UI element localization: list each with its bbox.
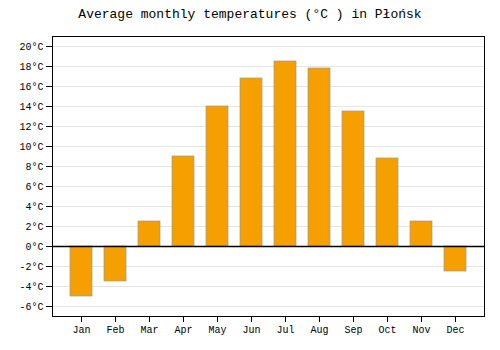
svg-text:Oct: Oct [378,325,396,336]
svg-text:Jun: Jun [242,325,260,336]
svg-text:Dec: Dec [446,325,464,336]
svg-text:Aug: Aug [310,325,328,336]
svg-text:18°C: 18°C [19,62,43,73]
svg-text:10°C: 10°C [19,142,43,153]
svg-text:8°C: 8°C [25,162,43,173]
svg-text:-4°C: -4°C [19,282,43,293]
svg-text:2°C: 2°C [25,222,43,233]
svg-text:-2°C: -2°C [19,262,43,273]
svg-text:Jul: Jul [276,325,294,336]
svg-text:May: May [208,325,226,336]
svg-text:Nov: Nov [412,325,430,336]
svg-text:Feb: Feb [106,325,124,336]
svg-text:Apr: Apr [174,325,192,336]
svg-text:Jan: Jan [72,325,90,336]
svg-text:4°C: 4°C [25,202,43,213]
svg-text:Sep: Sep [344,325,362,336]
svg-text:20°C: 20°C [19,42,43,53]
svg-text:16°C: 16°C [19,82,43,93]
svg-text:14°C: 14°C [19,102,43,113]
svg-text:-6°C: -6°C [19,302,43,313]
svg-text:0°C: 0°C [25,242,43,253]
svg-text:6°C: 6°C [25,182,43,193]
svg-text:Mar: Mar [140,325,158,336]
svg-text:12°C: 12°C [19,122,43,133]
html-text:Average monthly temperatures (: Average monthly temperatures (°C ) in Pł… [78,7,422,22]
